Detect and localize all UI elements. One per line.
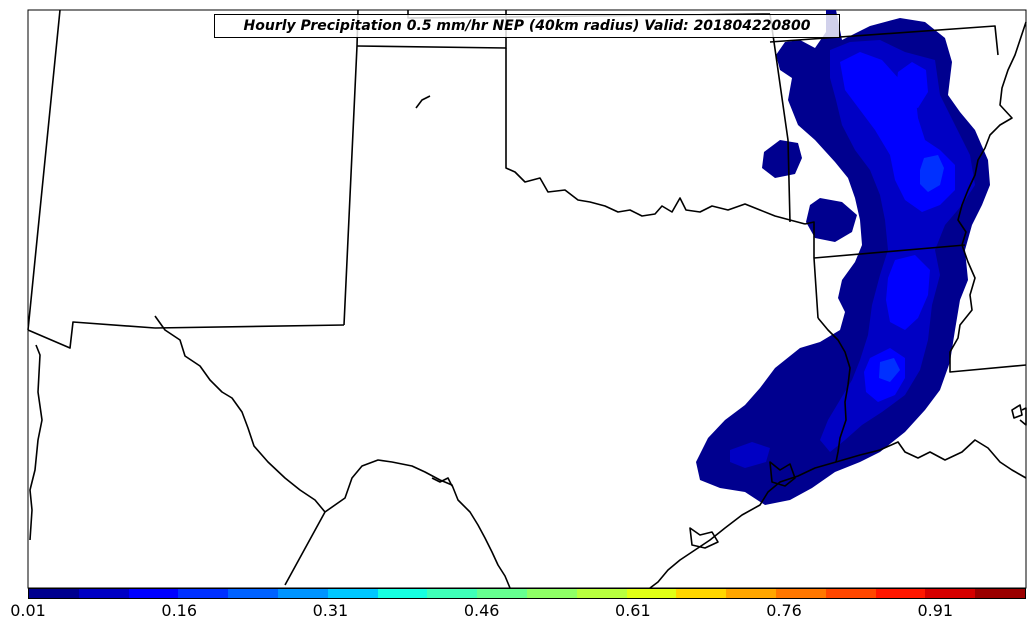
colorbar-segment xyxy=(228,589,278,598)
boundary-ar-tx xyxy=(804,221,819,319)
boundary-mo-ar xyxy=(769,25,999,56)
boundary-tx-la xyxy=(817,317,851,463)
boundary-la-island xyxy=(1011,404,1023,419)
boundary-rio-grande xyxy=(154,315,326,513)
precip-region-blob-west xyxy=(762,140,802,178)
precip-region-mid-l3 xyxy=(886,255,930,330)
boundary-red-river xyxy=(505,48,806,225)
colorbar-segment xyxy=(626,589,677,598)
boundary-mexico-far-west xyxy=(29,344,43,541)
boundary-la-coast xyxy=(835,439,1027,479)
colorbar-segment xyxy=(526,589,577,598)
colorbar-segment xyxy=(377,589,428,598)
precip-region-south-l4 xyxy=(879,358,900,382)
boundary-ar-la xyxy=(813,244,966,259)
colorbar-segment xyxy=(676,589,727,598)
boundary-nm-south xyxy=(27,321,156,349)
map-title: Hourly Precipitation 0.5 mm/hr NEP (40km… xyxy=(214,14,840,38)
boundary-tx-bay xyxy=(689,527,719,549)
boundary-galveston xyxy=(769,461,796,487)
precip-region-blob-ne-l3 xyxy=(896,62,928,108)
colorbar-segment xyxy=(726,589,776,598)
boundary-lake-texoma xyxy=(415,95,431,109)
colorbar-segment xyxy=(29,589,79,598)
colorbar-segment xyxy=(825,589,876,598)
boundary-mexico-west xyxy=(284,511,326,586)
colorbar-segment xyxy=(775,589,826,598)
precip-region-south-l2 xyxy=(730,442,770,468)
precip-region-blob-center xyxy=(806,198,857,242)
colorbar-tick-label: 0.76 xyxy=(766,601,802,620)
precip-region-north-l2 xyxy=(820,40,975,452)
precip-contours xyxy=(696,10,990,505)
colorbar-tick-label: 0.61 xyxy=(615,601,651,620)
boundary-mississippi xyxy=(949,21,1027,373)
colorbar-segment xyxy=(178,589,229,598)
boundary-tx-nm xyxy=(154,324,345,329)
colorbar-segment xyxy=(975,589,1025,598)
colorbar-segment xyxy=(477,589,527,598)
boundary-ok-ar xyxy=(769,13,791,223)
colorbar-tick-label: 0.16 xyxy=(161,601,198,620)
colorbar-segment xyxy=(427,589,478,598)
colorbar-segment xyxy=(78,589,129,598)
colorbar-segment xyxy=(327,589,378,598)
boundary-lake-amistad xyxy=(431,477,453,487)
colorbar-segment xyxy=(277,589,328,598)
colorbar-segment xyxy=(128,589,179,598)
boundary-west-state xyxy=(27,9,61,331)
colorbar-tick-label: 0.91 xyxy=(917,601,954,620)
boundary-la-island-2 xyxy=(1019,407,1027,426)
colorbar-tick-label: 0.31 xyxy=(312,601,349,620)
colorbar-segment xyxy=(576,589,627,598)
boundary-mexico-state xyxy=(324,459,511,589)
colorbar xyxy=(28,588,1026,599)
colorbar-tick-label: 0.46 xyxy=(463,601,500,620)
colorbar-tick-label: 0.01 xyxy=(10,601,46,620)
colorbar-segment xyxy=(925,589,976,598)
colorbar-segment xyxy=(875,589,926,598)
precip-region-core-l4 xyxy=(920,155,944,192)
